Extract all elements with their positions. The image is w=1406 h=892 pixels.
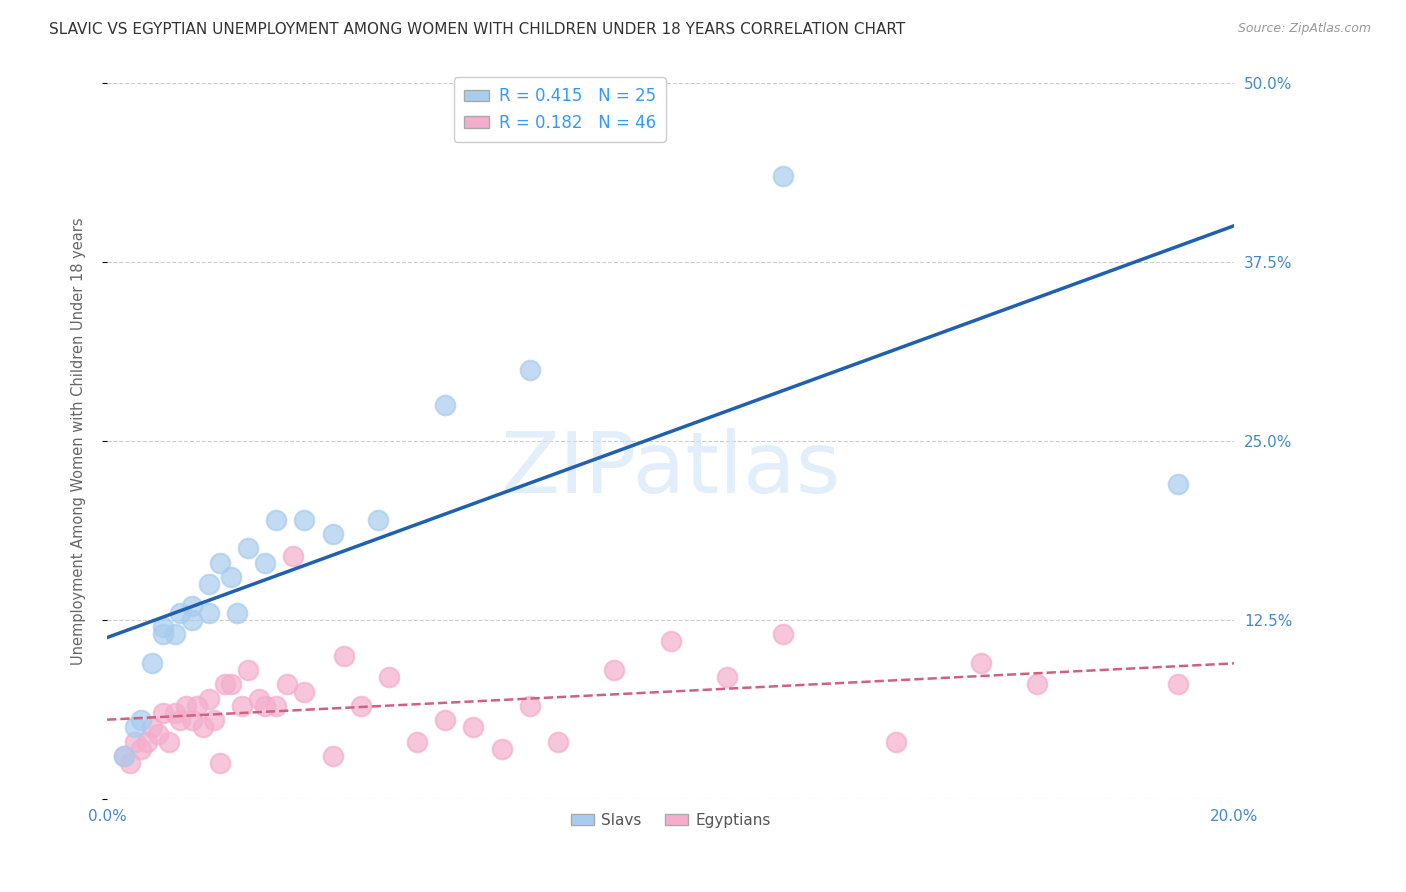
Point [281,549,304,563]
Point [174,698,197,713]
Point [519,362,541,376]
Point [197,577,219,591]
Y-axis label: Unemployment Among Women with Children Under 18 years: Unemployment Among Women with Children U… [72,218,86,665]
Point [1167,677,1189,691]
Point [406,734,429,748]
Point [253,556,276,570]
Point [129,713,152,727]
Point [547,734,569,748]
Point [197,691,219,706]
Point [322,527,344,541]
Point [716,670,738,684]
Point [292,684,315,698]
Point [186,698,208,713]
Point [169,606,191,620]
Point [112,748,135,763]
Point [163,706,186,720]
Point [225,606,247,620]
Point [884,734,907,748]
Point [434,713,457,727]
Point [1026,677,1049,691]
Point [146,727,169,741]
Point [236,663,259,677]
Point [1167,477,1189,491]
Point [208,556,231,570]
Text: Source: ZipAtlas.com: Source: ZipAtlas.com [1237,22,1371,36]
Point [118,756,141,770]
Point [276,677,298,691]
Point [191,720,214,734]
Text: SLAVIC VS EGYPTIAN UNEMPLOYMENT AMONG WOMEN WITH CHILDREN UNDER 18 YEARS CORRELA: SLAVIC VS EGYPTIAN UNEMPLOYMENT AMONG WO… [49,22,905,37]
Point [141,720,163,734]
Point [180,599,202,613]
Legend: Slavs, Egyptians: Slavs, Egyptians [565,807,776,834]
Point [236,541,259,556]
Point [603,663,626,677]
Point [367,513,389,527]
Point [163,627,186,641]
Point [197,606,219,620]
Point [434,398,457,412]
Point [141,656,163,670]
Point [378,670,401,684]
Point [135,734,157,748]
Point [292,513,315,527]
Point [180,613,202,627]
Point [129,741,152,756]
Point [219,677,242,691]
Point [264,513,287,527]
Point [157,734,180,748]
Point [970,656,993,670]
Point [491,741,513,756]
Point [124,720,146,734]
Point [264,698,287,713]
Point [180,713,202,727]
Point [152,706,174,720]
Point [231,698,253,713]
Point [202,713,225,727]
Point [322,748,344,763]
Point [124,734,146,748]
Point [208,756,231,770]
Point [659,634,682,648]
Point [463,720,485,734]
Point [214,677,236,691]
Point [253,698,276,713]
Point [350,698,373,713]
Point [169,713,191,727]
Point [333,648,356,663]
Point [112,748,135,763]
Point [519,698,541,713]
Point [772,627,794,641]
Point [152,620,174,634]
Point [152,627,174,641]
Point [772,169,794,184]
Point [219,570,242,584]
Point [247,691,270,706]
Text: ZIPatlas: ZIPatlas [501,428,841,511]
